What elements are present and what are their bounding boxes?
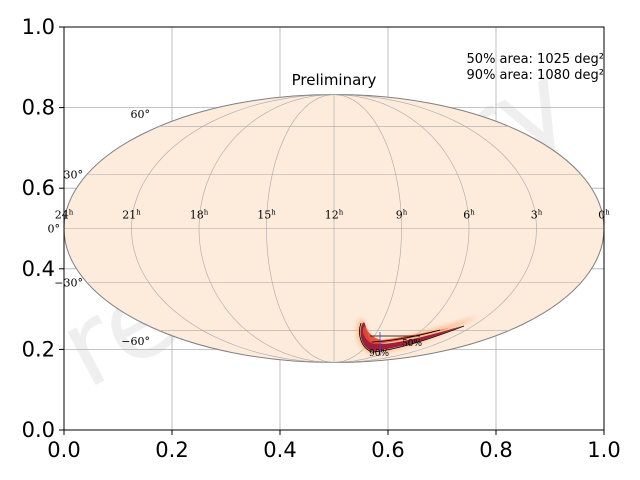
dec-label: −30° (54, 277, 83, 290)
plot-title: Preliminary (292, 71, 377, 89)
skymap-hot (362, 326, 450, 344)
dec-label: 0° (48, 223, 61, 236)
x-axis: 0.0 0.2 0.4 0.6 0.8 1.0 (47, 430, 621, 462)
axes-frame (63, 26, 605, 431)
y-tick-label: 0.2 (22, 337, 55, 361)
area-50-annotation: 50% area: 1025 deg² (467, 52, 604, 67)
x-tick-label: 0.4 (263, 438, 296, 462)
y-tick-label: 0.8 (22, 96, 55, 120)
x-tick-label: 0.0 (47, 438, 80, 462)
dec-label: 30° (64, 168, 84, 181)
contour-90 (359, 322, 465, 353)
contour-90-label: 90% (369, 349, 389, 359)
skymap-region (356, 316, 478, 356)
x-tick-label: 1.0 (587, 438, 620, 462)
contour-50-label: 50% (402, 339, 422, 349)
y-axis: 0.0 0.2 0.4 0.6 0.8 1.0 (22, 15, 64, 442)
y-tick-label: 0.6 (22, 176, 55, 200)
y-tick-label: 1.0 (22, 15, 55, 39)
skymap-core (360, 322, 462, 351)
area-90-annotation: 90% area: 1080 deg² (467, 68, 604, 83)
x-tick-label: 0.2 (155, 438, 188, 462)
graticule (64, 94, 604, 363)
dec-label: −60° (121, 335, 150, 348)
x-tick-label: 0.6 (371, 438, 404, 462)
y-tick-label: 0.4 (22, 257, 55, 281)
dec-label: 60° (131, 108, 151, 121)
dec-labels: 60° 30° 0° −30° −60° (48, 108, 151, 348)
contour-50 (370, 329, 441, 343)
x-tick-label: 0.8 (479, 438, 512, 462)
y-tick-label: 0.0 (22, 418, 55, 442)
